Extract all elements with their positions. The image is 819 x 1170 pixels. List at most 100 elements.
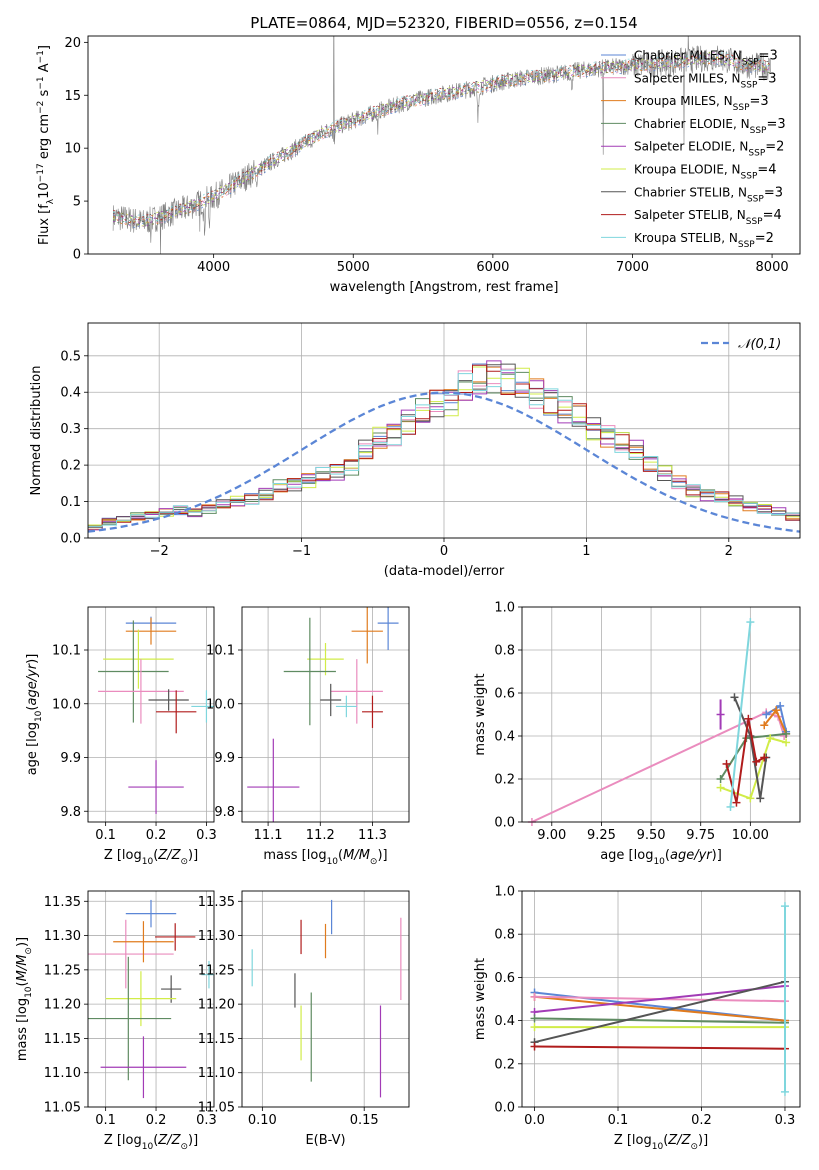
y-tick-label: 0.2 <box>60 459 81 474</box>
y-tick-label: 0.3 <box>60 422 81 437</box>
y-tick-label: 11.30 <box>198 929 235 944</box>
y-tick-label: 0 <box>73 248 81 263</box>
x-tick-label: 0.1 <box>95 828 116 843</box>
y-axis-label: Flux [fλ10−17 erg cm−2 s−1 A−1] <box>36 45 56 245</box>
x-tick-label: 2 <box>725 544 733 559</box>
x-axis-label: E(B-V) <box>305 1133 345 1148</box>
x-axis-label: Z [log10(Z/Z⊙)] <box>104 848 198 867</box>
residual-histogram-line <box>88 369 800 527</box>
weight-vs-age-plot: 9.00 9.25 9.50 9.75 10.00 0.0 0.2 0.4 0.6 0.8 1.0 a… <box>473 601 801 867</box>
model-spectrum-line <box>113 52 771 224</box>
weight-line <box>733 696 768 799</box>
y-tick-label: 11.25 <box>44 963 81 978</box>
x-axis-label: wavelength [Angstrom, rest frame] <box>330 280 559 295</box>
x-tick-label: 9.75 <box>686 828 715 843</box>
y-tick-label: 9.9 <box>214 751 235 766</box>
y-tick-label: 0.1 <box>60 495 81 510</box>
y-tick-label: 11.30 <box>44 929 81 944</box>
y-tick-label: 11.10 <box>44 1066 81 1081</box>
age-vs-metallicity-plot: 0.1 0.2 0.3 9.8 9.9 10.0 10.1 Z [log10(Z/Z⊙)] ag… <box>25 606 217 867</box>
y-tick-label: 0.2 <box>494 1057 515 1072</box>
y-tick-label: 11.25 <box>198 963 235 978</box>
y-tick-label: 1.0 <box>494 601 515 616</box>
x-tick-label: 0.10 <box>248 1113 277 1128</box>
axes-frame <box>87 322 801 539</box>
axes-frame <box>87 890 215 1108</box>
y-axis-label: mass weight <box>473 958 488 1040</box>
x-tick-label: 9.00 <box>537 828 566 843</box>
y-tick-label: 11.35 <box>198 895 235 910</box>
x-tick-label: 0.1 <box>608 1113 629 1128</box>
y-tick-label: 0.4 <box>494 730 515 745</box>
spectrum-plot: 4000 5000 6000 7000 8000 0 5 10 15 20 Chabrier MIL… <box>36 35 801 295</box>
y-tick-label: 20 <box>64 36 81 51</box>
weight-line <box>534 980 786 1044</box>
x-tick-label: 8000 <box>756 260 789 275</box>
weight-line <box>534 995 786 1022</box>
x-tick-label: 4000 <box>197 260 230 275</box>
weight-line <box>729 621 752 808</box>
legend-label: Salpeter MILES, NSSP=3 <box>634 71 777 90</box>
normal-distribution-curve <box>88 391 800 533</box>
residual-histogram-line <box>88 366 800 526</box>
x-axis-label: Z [log10(Z/Z⊙)] <box>614 1133 708 1152</box>
legend-label: Salpeter STELIB, NSSP=4 <box>634 208 782 227</box>
y-tick-label: 11.20 <box>44 998 81 1013</box>
y-tick-label: 0.0 <box>494 1101 515 1116</box>
y-tick-label: 0.8 <box>494 644 515 659</box>
x-axis-label: (data-model)/error <box>384 564 505 579</box>
x-tick-label: 0.2 <box>146 1113 167 1128</box>
x-tick-label: −1 <box>292 544 311 559</box>
y-tick-label: 0.5 <box>60 349 81 364</box>
weight-vs-metallicity-plot: 0.0 0.1 0.2 0.3 0.0 0.2 0.4 0.6 0.8 1.0 Z [log10(Z… <box>473 885 801 1152</box>
x-tick-label: 9.50 <box>637 828 666 843</box>
y-tick-label: 11.20 <box>198 998 235 1013</box>
legend-label: Chabrier ELODIE, NSSP=3 <box>634 117 786 136</box>
axes-frame <box>87 606 215 823</box>
model-spectrum-line <box>112 54 771 225</box>
y-tick-label: 11.05 <box>198 1101 235 1116</box>
axes-frame <box>521 606 801 823</box>
figure-title: PLATE=0864, MJD=52320, FIBERID=0556, z=0… <box>250 14 637 32</box>
x-tick-label: 0.2 <box>691 1113 712 1128</box>
y-tick-label: 10.0 <box>52 697 81 712</box>
x-tick-label: 0 <box>440 544 448 559</box>
weight-line <box>534 1017 786 1024</box>
x-tick-label: 0.1 <box>95 1113 116 1128</box>
axes-frame <box>241 606 410 823</box>
axes-frame <box>521 890 801 1108</box>
model-spectrum-line <box>112 52 770 227</box>
legend-label: Kroupa ELODIE, NSSP=4 <box>634 163 777 182</box>
x-tick-label: −2 <box>150 544 169 559</box>
y-tick-label: 10.0 <box>206 697 235 712</box>
x-tick-label: 9.25 <box>587 828 616 843</box>
y-tick-label: 0.4 <box>494 1014 515 1029</box>
x-tick-label: 1 <box>582 544 590 559</box>
y-axis-label: mass [log10(M/M⊙)] <box>15 937 34 1061</box>
y-tick-label: 11.35 <box>44 895 81 910</box>
y-tick-label: 11.05 <box>44 1101 81 1116</box>
legend-label: Kroupa STELIB, NSSP=2 <box>634 231 774 250</box>
x-tick-label: 0.3 <box>196 1113 217 1128</box>
x-tick-label: 0.0 <box>524 1113 545 1128</box>
y-tick-label: 9.8 <box>60 805 81 820</box>
x-tick-label: 10.00 <box>732 828 769 843</box>
y-tick-label: 0.8 <box>494 928 515 943</box>
y-tick-label: 11.15 <box>198 1032 235 1047</box>
weight-line <box>720 736 787 800</box>
x-tick-label: 0.3 <box>775 1113 796 1128</box>
weight-line <box>534 1045 786 1050</box>
weight-line <box>534 985 786 1013</box>
x-axis-label: mass [log10(M/M⊙)] <box>263 848 387 867</box>
x-tick-label: 0.15 <box>350 1113 379 1128</box>
y-tick-label: 0.4 <box>60 386 81 401</box>
model-spectrum-line <box>112 53 770 226</box>
legend-label: Salpeter ELODIE, NSSP=2 <box>634 140 784 159</box>
x-tick-label: 0.2 <box>146 828 167 843</box>
axes-frame <box>87 35 801 255</box>
y-tick-label: 1.0 <box>494 885 515 900</box>
legend-label: Kroupa MILES, NSSP=3 <box>634 94 769 113</box>
residuals-plot: −2 −1 0 1 2 0.0 0.1 0.2 0.3 0.4 0.5 𝒩(0,1) (data-mod… <box>29 322 801 579</box>
x-tick-label: 0.3 <box>196 828 217 843</box>
